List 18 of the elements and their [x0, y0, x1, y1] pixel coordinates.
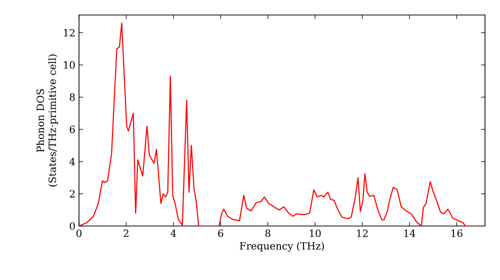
x-tick-label: 0 — [76, 230, 82, 238]
x-tick-label: 6 — [218, 230, 224, 238]
x-tick-label: 14 — [404, 230, 416, 237]
y-tick-label: 12 — [64, 29, 74, 36]
y-tick-label: 4 — [69, 158, 75, 166]
y-tick-label: 6 — [70, 126, 75, 134]
y-tick-label: 2 — [70, 190, 74, 198]
y-tick-label: 0 — [70, 222, 75, 230]
x-tick-label: 12 — [357, 230, 368, 237]
y-axis-title: Phonon DOS (States/THz·primitive cell) — [36, 54, 58, 186]
x-tick-label: 16 — [452, 230, 462, 238]
x-axis-title: Frequency (THz) — [240, 242, 324, 252]
x-tick-label: 4 — [170, 230, 176, 237]
x-tick-label: 8 — [265, 230, 270, 238]
y-tick-label: 10 — [64, 61, 75, 69]
x-tick-label: 2 — [124, 230, 128, 237]
y-tick-label: 8 — [70, 93, 75, 101]
x-tick-label: 10 — [310, 230, 321, 238]
